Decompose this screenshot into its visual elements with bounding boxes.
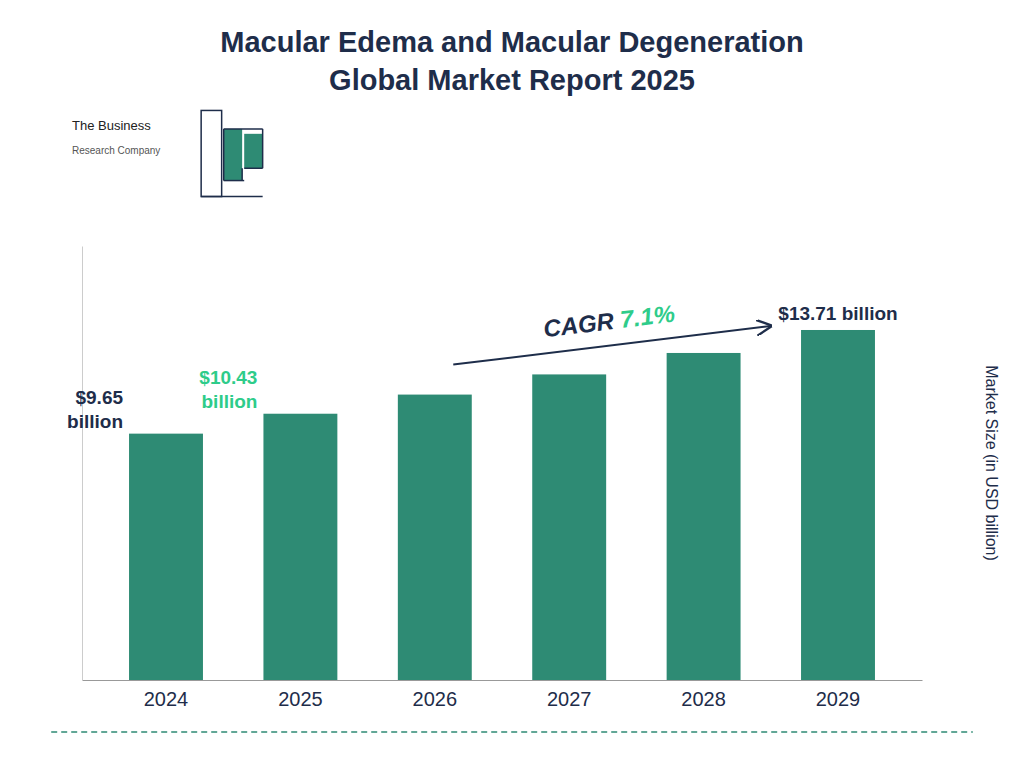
- bar: [129, 434, 203, 680]
- y-axis-line: [82, 247, 83, 681]
- bars: [129, 330, 875, 680]
- logo-text: The Business: [72, 118, 151, 133]
- title: Macular Edema and Macular DegenerationGl…: [220, 26, 803, 96]
- bar: [398, 395, 472, 680]
- logo: The Business Research Company: [72, 110, 263, 196]
- x-tick: 2029: [816, 680, 861, 710]
- bar-annotation: $10.43billion: [199, 367, 257, 412]
- annotations: $9.65billion $10.43billion $13.71 billion C…: [67, 300, 898, 432]
- cagr-label: CAGR 7.1%: [542, 300, 676, 343]
- x-tick: 2026: [413, 680, 458, 710]
- bar-annotation: $9.65billion: [67, 387, 123, 432]
- logo-text: Research Company: [72, 145, 160, 156]
- logo-line: [224, 180, 245, 182]
- bar: [532, 374, 606, 680]
- bottom-rule: [51, 731, 973, 733]
- x-tick-label: 2027: [547, 688, 592, 710]
- x-tick-label: 2026: [413, 688, 458, 710]
- logo-line: [224, 128, 263, 130]
- logo-line: [244, 168, 262, 170]
- y-axis: [82, 247, 83, 681]
- x-tick-label: 2029: [816, 688, 861, 710]
- bar: [667, 353, 741, 680]
- bar: [801, 330, 875, 680]
- x-tick: 2025: [278, 680, 323, 710]
- x-tick: 2024: [144, 680, 189, 710]
- cagr-part: CAGR: [542, 307, 616, 342]
- logo-line: [201, 196, 263, 198]
- logo-line: [262, 129, 264, 168]
- x-axis-line: [83, 680, 923, 681]
- cagr-part: 7.1%: [612, 300, 676, 334]
- y-axis-title: Market Size (in USD billion): [983, 365, 1000, 561]
- logo-shape: [244, 134, 262, 168]
- x-tick: 2027: [547, 680, 592, 710]
- logo-line: [241, 168, 243, 180]
- logo-shape: [201, 110, 222, 196]
- chart: Macular Edema and Macular DegenerationGl…: [0, 0, 1024, 768]
- x-tick-label: 2025: [278, 688, 323, 710]
- x-axis: 2024 2025 2026 2027 2028 2029: [83, 680, 923, 710]
- x-tick-label: 2028: [681, 688, 726, 710]
- bar-annotation: $13.71 billion: [778, 303, 897, 324]
- logo-line: [223, 129, 225, 181]
- x-tick: 2028: [681, 680, 726, 710]
- bar: [263, 414, 337, 680]
- x-tick-label: 2024: [144, 688, 189, 710]
- logo-shape: [224, 129, 242, 181]
